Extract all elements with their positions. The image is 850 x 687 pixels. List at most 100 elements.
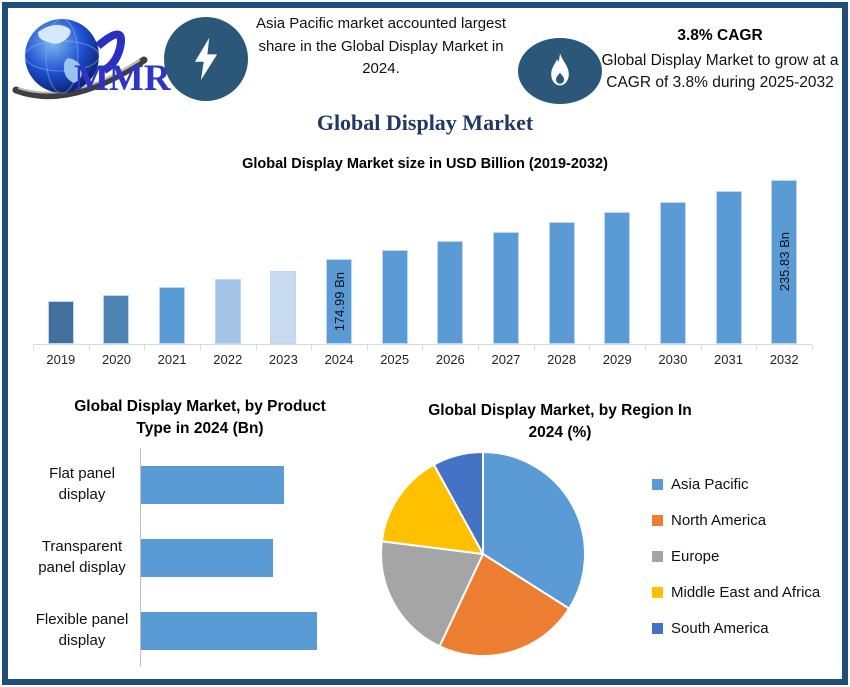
bar-2020 (103, 295, 130, 344)
year-label-2030: 2030 (658, 352, 688, 367)
legend-item: North America (652, 512, 820, 529)
pie-slice-south-america (432, 451, 484, 555)
bar-cell-2023 (256, 174, 312, 344)
cagr-block: 3.8% CAGR Global Display Market to grow … (598, 27, 842, 93)
pie-slice-europe (380, 540, 484, 648)
tick (312, 345, 368, 350)
product-label: Transparent panel display (38, 538, 126, 576)
bar-2027 (492, 231, 519, 344)
legend-item: Europe (652, 548, 820, 565)
year-label-2022: 2022 (213, 352, 243, 367)
bar-cell-2021 (144, 174, 200, 344)
bar-cell-2024: 174.99 Bn (311, 174, 367, 344)
bar-value-label: 174.99 Bn (331, 271, 347, 332)
region-pie-chart (380, 451, 586, 657)
bar-cell-2020 (89, 174, 145, 344)
globe-icon: MMR (12, 18, 172, 100)
legend-swatch (652, 515, 663, 526)
bar-cell-2027 (478, 174, 534, 344)
tick (535, 345, 591, 350)
headline-text: Asia Pacific market accounted largest sh… (255, 15, 507, 77)
year-label-2027: 2027 (491, 352, 521, 367)
product-label: Flat panel display (49, 465, 115, 503)
product-row: Transparent panel display (28, 521, 378, 594)
product-bar (141, 538, 273, 577)
brand-text: MMR (74, 58, 172, 99)
tick (702, 345, 758, 350)
bar-cell-2028 (534, 174, 590, 344)
product-row: Flat panel display (28, 448, 378, 521)
flame-icon (518, 38, 602, 104)
product-bar (141, 465, 284, 504)
legend-label: Europe (671, 548, 720, 565)
bar-cell-2031 (701, 174, 757, 344)
tick (201, 345, 257, 350)
bar-cell-2026 (422, 174, 478, 344)
year-label-2019: 2019 (46, 352, 76, 367)
tick (257, 345, 313, 350)
product-bar (141, 611, 317, 650)
year-label-2028: 2028 (547, 352, 577, 367)
bar-2019 (47, 300, 74, 344)
cagr-title: 3.8% CAGR (677, 27, 763, 44)
bar-2029 (604, 212, 631, 344)
legend-swatch (652, 623, 663, 634)
legend-swatch (652, 587, 663, 598)
lightning-icon (164, 17, 248, 101)
legend-item: South America (652, 620, 820, 637)
year-label-2021: 2021 (157, 352, 187, 367)
product-bar-area (140, 594, 378, 667)
bar-cell-2019 (33, 174, 89, 344)
bar-2031 (715, 190, 742, 344)
legend-item: Asia Pacific (652, 476, 820, 493)
mmr-logo: MMR (12, 10, 172, 102)
x-axis-ticks (33, 345, 813, 350)
legend-item: Middle East and Africa (652, 584, 820, 601)
pie-slice-middle-east-and-africa (380, 463, 484, 555)
page-title: Global Display Market (316, 110, 534, 135)
x-axis-labels: 2019 2020 2021 2022 2023 2024 2025 2026 2027 2028… (33, 352, 812, 367)
product-chart-title: Global Display Market, by Product Type i… (74, 398, 326, 437)
product-type-bar-chart: Flat panel display Transparent panel disp… (28, 448, 378, 667)
year-label-2024: 2024 (324, 352, 354, 367)
bar-chart-title: Global Display Market size in USD Billio… (242, 156, 608, 172)
year-label-2029: 2029 (602, 352, 632, 367)
tick (423, 345, 480, 350)
bar-cell-2032: 235.83 Bn (756, 174, 812, 344)
year-label-2025: 2025 (380, 352, 410, 367)
bar-2025 (381, 250, 408, 344)
tick (90, 345, 146, 350)
bar-cell-2022 (200, 174, 256, 344)
tick (34, 345, 90, 350)
legend-label: Asia Pacific (671, 476, 749, 493)
legend-label: Middle East and Africa (671, 584, 821, 601)
bar-2028 (548, 222, 575, 344)
market-size-bar-chart: 174.99 Bn 235.83 Bn (33, 174, 812, 345)
bar-2030 (659, 201, 686, 344)
tick (479, 345, 535, 350)
bar-2024: 174.99 Bn (326, 259, 353, 344)
cagr-text: Global Display Market to grow at a CAGR … (601, 52, 839, 91)
bar-value-label: 235.83 Bn (776, 232, 792, 292)
legend-label: North America (671, 512, 767, 529)
product-bar-area (140, 521, 378, 594)
year-label-2031: 2031 (714, 352, 743, 367)
product-bar-area (140, 448, 378, 521)
legend-label: South America (671, 620, 769, 637)
bar-2022 (214, 279, 241, 344)
tick (646, 345, 702, 350)
tick (757, 345, 813, 350)
tick (590, 345, 647, 350)
year-label-2026: 2026 (435, 352, 465, 367)
bar-cell-2029 (589, 174, 645, 344)
pie-chart-title: Global Display Market, by Region In 2024… (428, 402, 692, 441)
bar-2023 (270, 270, 297, 344)
bar-2032: 235.83 Bn (771, 179, 798, 344)
tick (145, 345, 201, 350)
bar-cell-2030 (645, 174, 701, 344)
bar-2021 (159, 287, 186, 344)
bar-2026 (437, 241, 464, 344)
legend-swatch (652, 551, 663, 562)
product-row: Flexible panel display (28, 594, 378, 667)
tick (368, 345, 424, 350)
